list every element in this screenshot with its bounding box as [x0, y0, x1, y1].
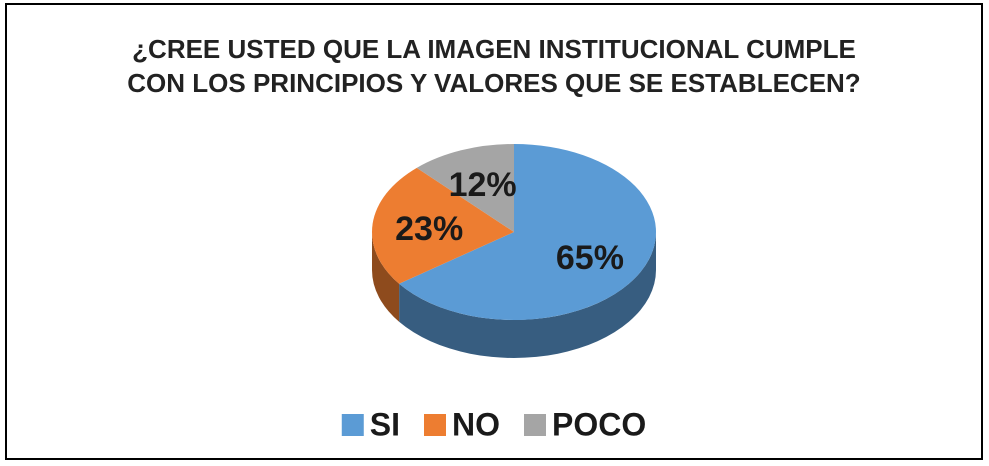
slice-side — [372, 232, 400, 322]
slice-side — [399, 232, 656, 358]
legend-swatch — [341, 414, 364, 436]
chart-frame — [5, 3, 983, 460]
slice-top — [416, 144, 514, 232]
legend-label: SI — [370, 406, 400, 442]
data-label: 65% — [556, 239, 624, 277]
chart-title: ¿CREE USTED QUE LA IMAGEN INSTITUCIONAL … — [127, 34, 861, 98]
pie-slice — [416, 144, 514, 232]
pie-slice — [399, 144, 656, 358]
slice-top — [399, 144, 656, 320]
data-label: 12% — [449, 166, 517, 204]
slice-top — [372, 167, 514, 284]
legend-label: NO — [452, 406, 500, 442]
legend-label: POCO — [552, 406, 646, 442]
legend: SI NO POCO — [341, 406, 646, 442]
legend-swatch — [424, 414, 446, 436]
data-label: 23% — [395, 210, 463, 248]
legend-swatch — [524, 414, 546, 436]
pie-slice — [372, 167, 514, 322]
